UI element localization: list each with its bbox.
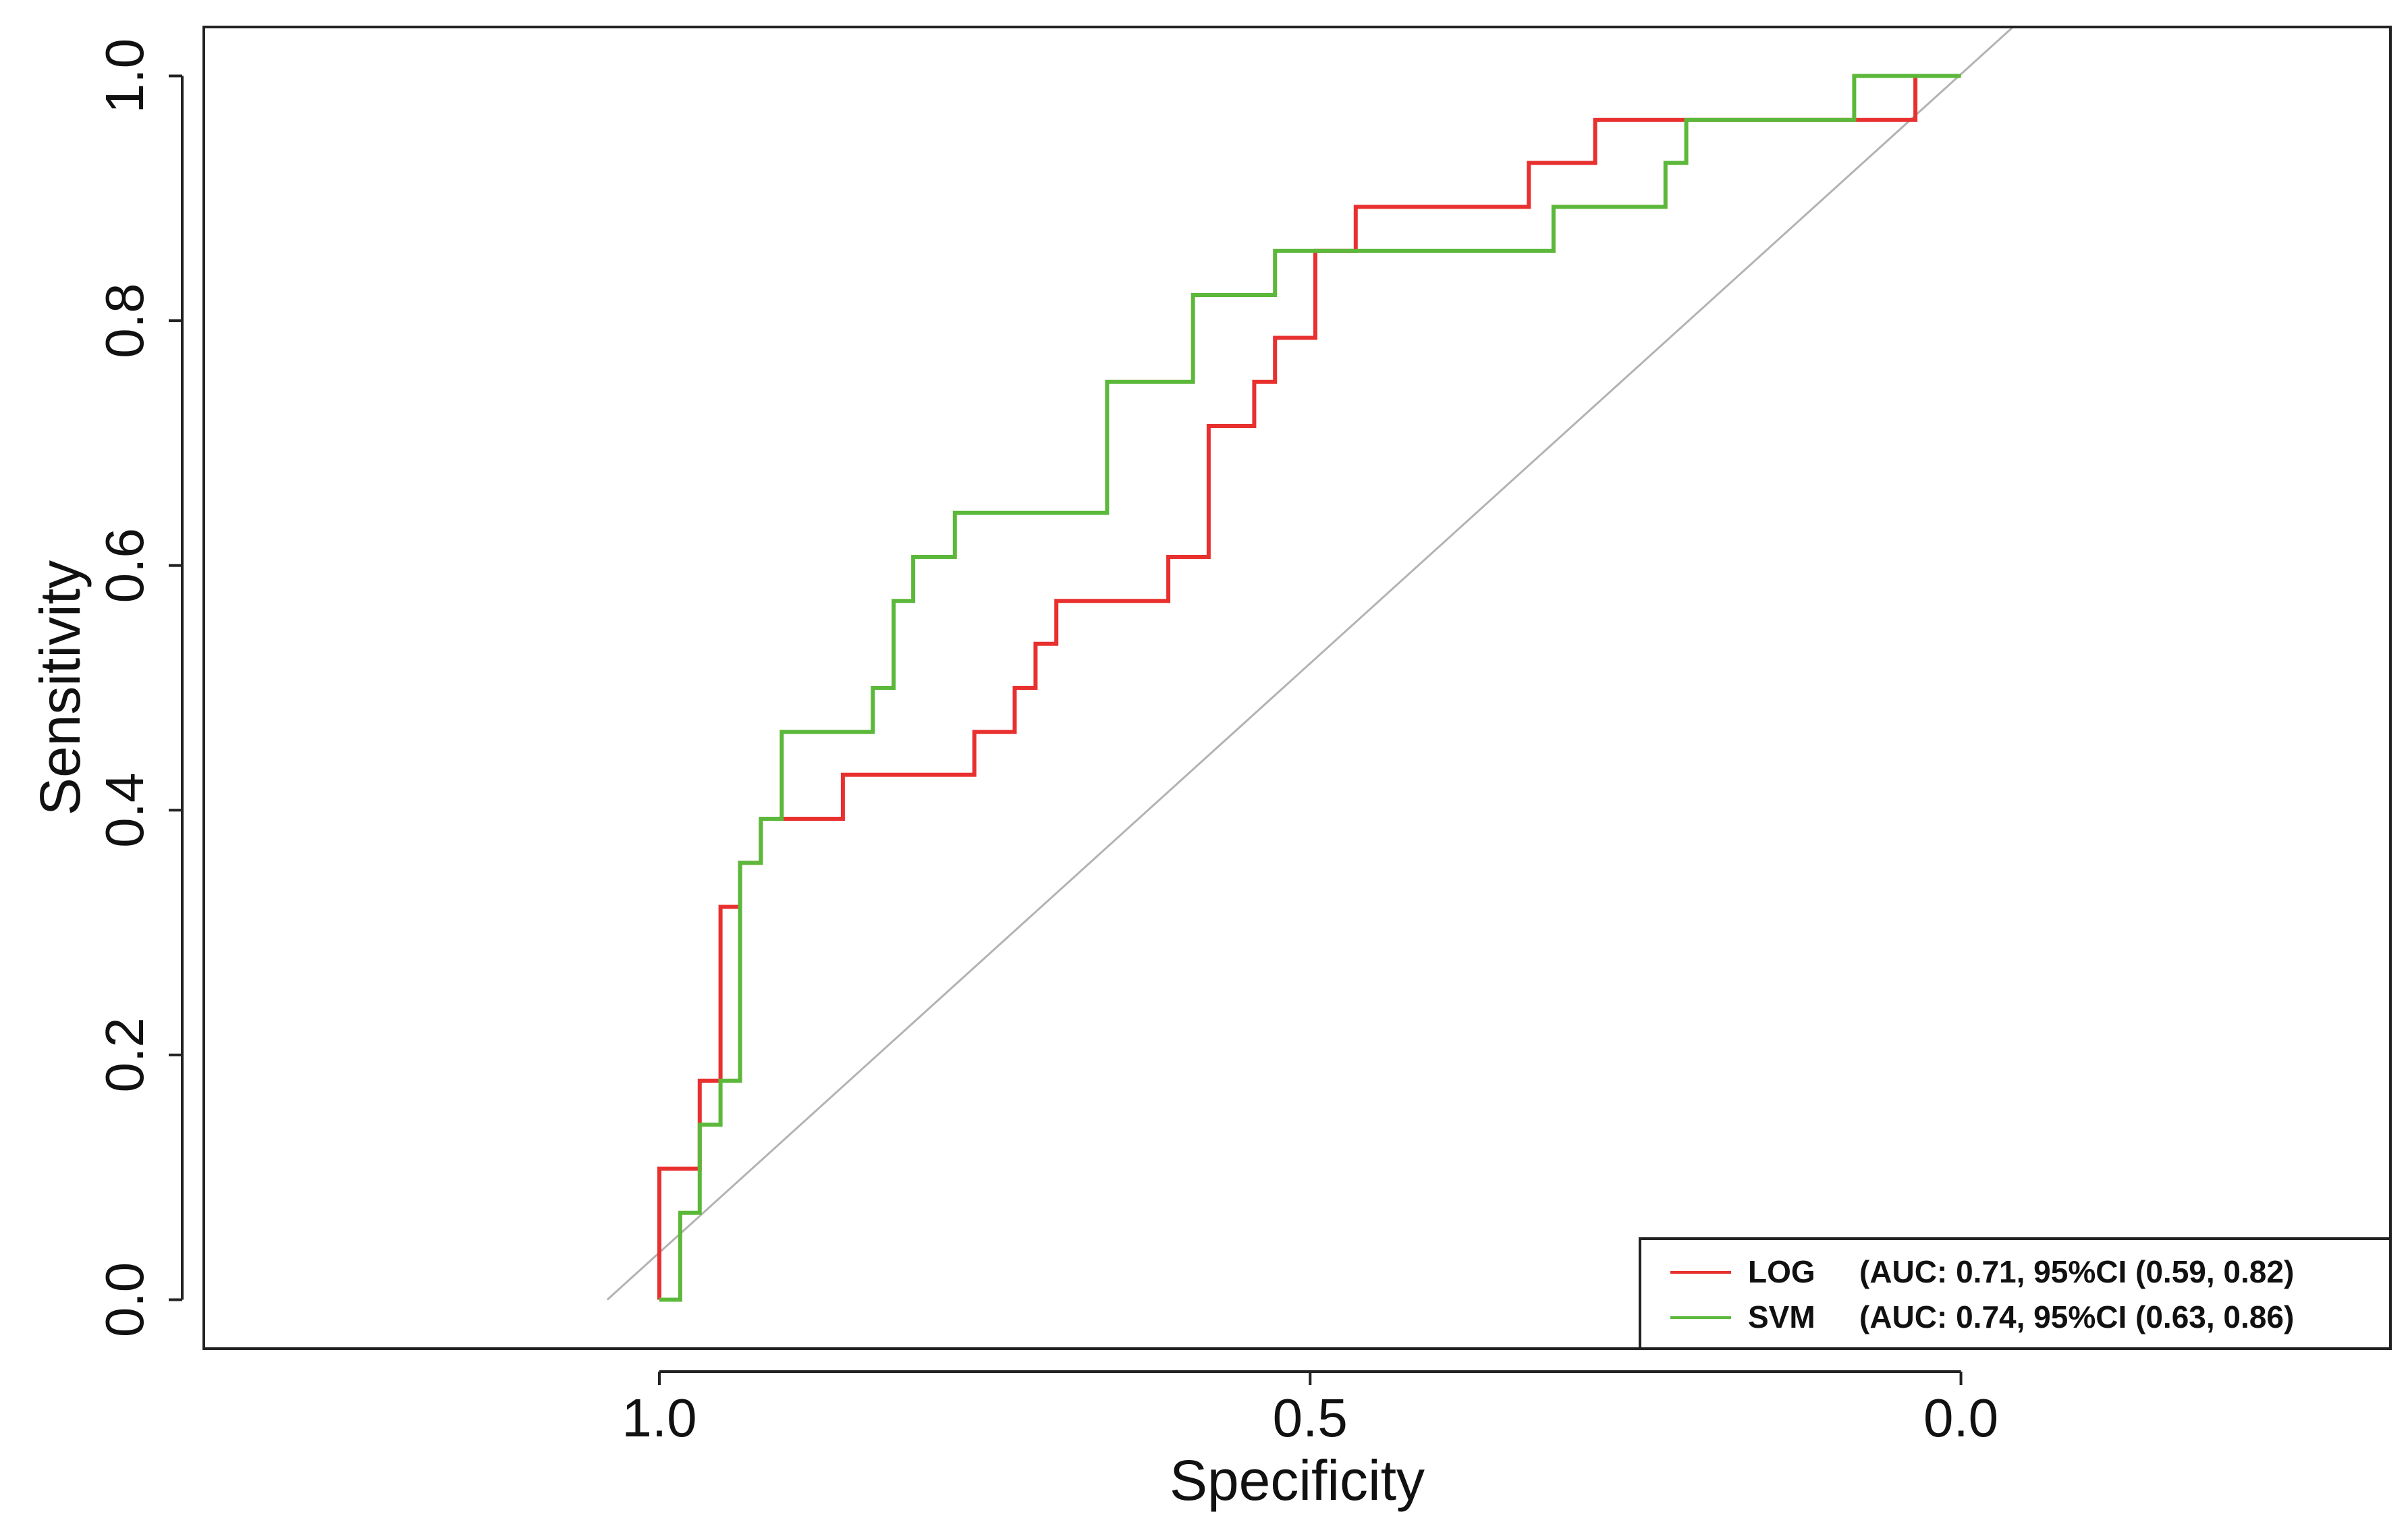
x-tick-label: 1.0 [622,1388,696,1448]
legend: LOG (AUC: 0.71, 95%CI (0.59, 0.82) SVM (… [1639,1237,2392,1350]
y-tick-label: 0.6 [94,528,155,603]
x-tick-label: 0.5 [1273,1388,1348,1448]
legend-box [1639,1237,2392,1350]
y-axis-title: Sensitivity [28,560,92,815]
legend-detail-log: (AUC: 0.71, 95%CI (0.59, 0.82) [1859,1254,2294,1289]
plot-layer [606,27,2014,1302]
y-tick-label: 0.0 [94,1262,155,1337]
x-axis-title: Specificity [1170,1449,1425,1512]
plot-frame [202,26,2392,1350]
x-tick-label: 0.0 [1923,1388,1998,1448]
axis-layer: 1.0 0.5 0.0 0.0 0.2 0.4 0.6 0.8 1.0 [94,38,1998,1448]
reference-diagonal-line [606,27,2014,1301]
y-tick-label: 1.0 [94,38,155,113]
legend-detail-svm: (AUC: 0.74, 95%CI (0.63, 0.86) [1859,1299,2294,1334]
y-tick-label: 0.8 [94,284,155,358]
y-tick-label: 0.2 [94,1017,155,1092]
series-line-svm [659,74,1961,1302]
y-tick-label: 0.4 [94,773,155,848]
legend-label-svm: SVM [1748,1299,1815,1334]
legend-label-log: LOG [1748,1254,1815,1289]
plot-area [606,27,2014,1302]
